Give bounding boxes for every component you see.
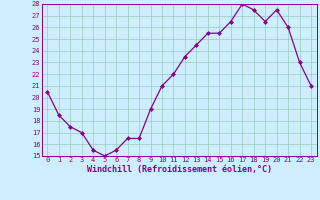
X-axis label: Windchill (Refroidissement éolien,°C): Windchill (Refroidissement éolien,°C) bbox=[87, 165, 272, 174]
